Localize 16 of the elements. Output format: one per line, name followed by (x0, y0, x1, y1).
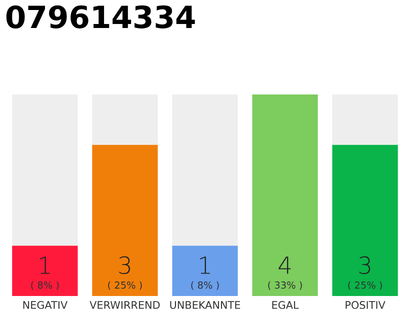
chart-title: 079614334 (6, 5, 195, 28)
annotation: ( 33% ) (268, 281, 302, 290)
x-tick-label: EGAL (272, 301, 299, 309)
x-tick-label: POSITIV (346, 301, 386, 309)
data-label: 4 (278, 256, 291, 274)
x-tick-label: UNBEKANNTE (170, 301, 240, 309)
x-tick-label: VERWIRREND (90, 301, 160, 309)
x-tick-label: NEGATIV (23, 301, 68, 309)
annotation: ( 8% ) (191, 281, 219, 290)
data-label: 3 (119, 256, 130, 274)
data-label: 1 (200, 256, 210, 274)
data-label: 1 (40, 256, 50, 274)
data-label: 3 (359, 256, 370, 274)
annotation: ( 25% ) (108, 281, 142, 290)
annotation: ( 8% ) (31, 281, 59, 290)
annotation: ( 25% ) (348, 281, 382, 290)
